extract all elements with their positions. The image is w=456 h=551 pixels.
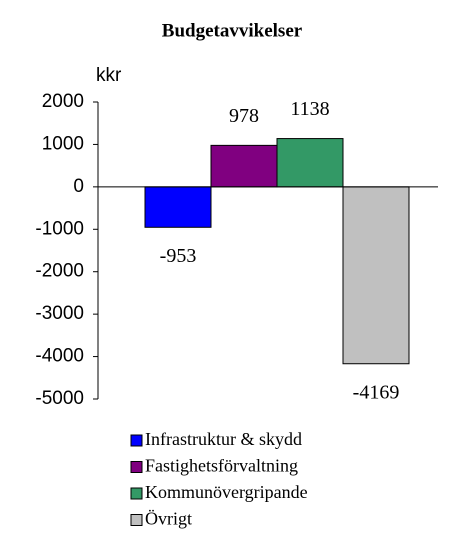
y-tick-label: -4000 — [35, 346, 84, 367]
legend-swatch — [130, 434, 143, 447]
y-tick-label: 1000 — [42, 133, 84, 154]
data-label: -953 — [160, 245, 197, 267]
y-axis-label: kkr — [96, 65, 122, 86]
legend-label: Övrigt — [145, 509, 192, 529]
bar — [276, 138, 344, 188]
y-tick-label: 2000 — [42, 91, 84, 112]
legend-swatch — [130, 514, 143, 526]
y-tick-label: 0 — [73, 176, 84, 197]
data-label: -4169 — [353, 381, 400, 403]
y-tick-label: -5000 — [35, 388, 84, 409]
legend-label: Infrastruktur & skydd — [145, 429, 302, 449]
legend-label: Fastighetsförvaltning — [145, 456, 298, 476]
y-tick-label: -2000 — [35, 261, 84, 282]
bar — [144, 186, 212, 228]
legend-swatch — [130, 487, 143, 500]
chart-title: Budgetavvikelser — [162, 20, 303, 41]
bar — [210, 144, 278, 188]
bar — [342, 186, 410, 365]
legend-label: Kommunövergripande — [145, 482, 308, 502]
data-label: 978 — [229, 105, 259, 127]
y-tick-label: -3000 — [35, 303, 84, 324]
legend-swatch — [130, 461, 143, 473]
data-label: 1138 — [290, 98, 329, 120]
y-tick-label: -1000 — [35, 218, 84, 239]
